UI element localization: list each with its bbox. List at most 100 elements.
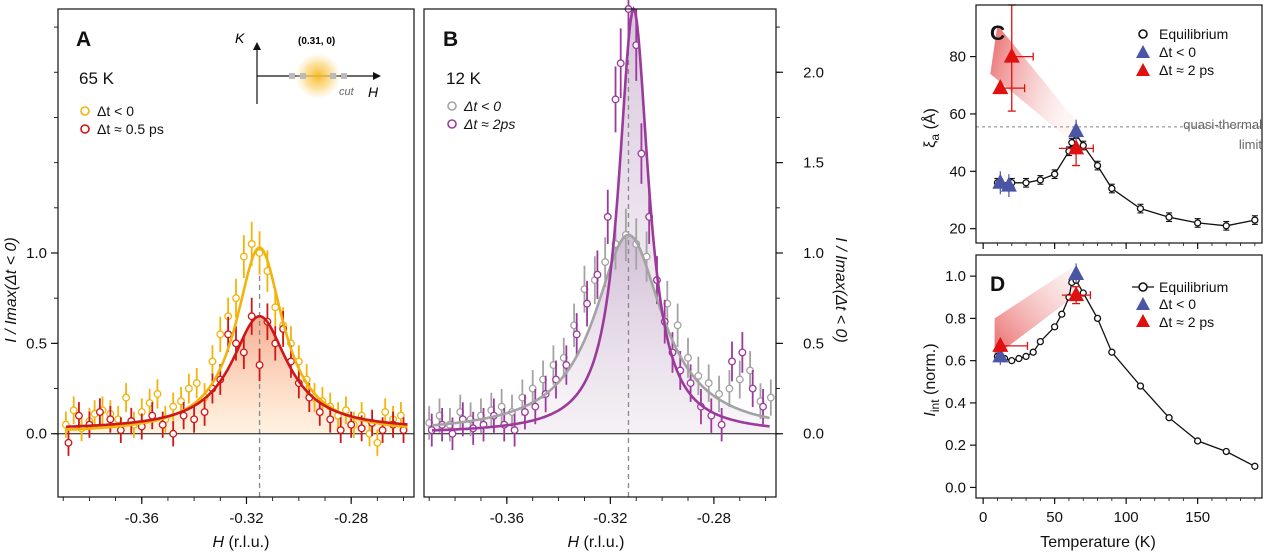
equilibrium-point [1136, 382, 1145, 390]
dt-pos-point [992, 79, 1026, 95]
equilibrium-point [1015, 354, 1023, 363]
panel-c-legend: Equilibrium Δt < 0 Δt ≈ 2 ps [1136, 26, 1228, 78]
panel-c-legend-label-dt-pos: Δt ≈ 2 ps [1159, 62, 1214, 78]
panel-d-y-axis-label: Iint (norm.) [922, 343, 942, 416]
panel-c-label: C [990, 22, 1005, 45]
panel-d-legend-marker-equilibrium [1138, 282, 1148, 292]
panel-a-temperature: 65 K [79, 69, 115, 88]
panel-b-temperature: 12 K [446, 69, 482, 88]
data-point-gray [559, 337, 568, 378]
red-triangle-marker [1068, 286, 1085, 302]
red-triangle-marker [1003, 47, 1020, 63]
panel-b-legend-marker-purple [447, 119, 457, 129]
equilibrium-point [1058, 310, 1066, 318]
data-point-red [169, 421, 178, 447]
equilibrium-point [1194, 437, 1202, 445]
data-point-gray [766, 379, 775, 416]
panel-a-fit-curves [66, 246, 408, 431]
data-point-yellow [69, 396, 78, 425]
panel-d-legend-marker-red-triangle [1136, 314, 1150, 327]
data-point-red [95, 398, 104, 426]
data-point-red [190, 405, 199, 433]
panel-d-legend-label-dt-neg: Δt < 0 [1159, 296, 1196, 312]
data-point-yellow [208, 345, 217, 378]
equilibrium-point [1222, 447, 1230, 456]
inset-cut-marker [289, 73, 295, 79]
panel-d-legend-label-dt-pos: Δt ≈ 2 ps [1159, 314, 1214, 330]
inset-h-label: H [368, 84, 379, 100]
data-point-purple [717, 407, 726, 442]
data-point-gray [694, 356, 703, 396]
equilibrium-point [1051, 169, 1059, 180]
equilibrium-point [1093, 160, 1102, 171]
equilibrium-point [1008, 357, 1016, 365]
panel-d-legend-label-equilibrium: Equilibrium [1159, 279, 1228, 295]
y-tick-label: 0.5 [803, 335, 824, 352]
panel-c: 20 40 60 80 C quasi-thermal limit Equilibri… [920, 4, 1263, 249]
panel-c-ticks: 20 40 60 80 [949, 49, 1256, 249]
data-point-purple [759, 389, 768, 425]
inset-h-arrow-icon [373, 72, 381, 80]
equilibrium-point [1251, 215, 1259, 225]
data-point-purple [603, 189, 612, 244]
equilibrium-point [1036, 175, 1044, 185]
data-point-yellow [216, 316, 225, 352]
panel-a-y-axis-label: I / Imax(Δt < 0) [3, 237, 20, 342]
red-triangle-marker [992, 336, 1009, 352]
dt-pos-point [1061, 286, 1092, 305]
data-point-red [336, 417, 345, 443]
panel-c-legend-marker-equilibrium [1138, 29, 1148, 39]
panel-c-hline-label-bottom: limit [1239, 137, 1262, 152]
panel-a-inset-diagram: K H (0.31, 0) cut [235, 30, 381, 104]
panel-a-legend-marker-red [80, 124, 90, 134]
data-point-yellow [122, 383, 131, 413]
panel-b-legend-marker-gray [447, 101, 457, 111]
data-point-purple [572, 313, 581, 356]
panel-a-legend: Δt < 0 Δt ≈ 0.5 ps [80, 103, 164, 137]
equilibrium-point [1093, 314, 1102, 323]
panel-a-x-axis-label: H (r.l.u.) [213, 534, 270, 551]
y-tick-label: 1.0 [803, 245, 824, 262]
data-point-purple [562, 345, 571, 385]
y-tick-label: 0.8 [945, 310, 966, 327]
dt-neg-point [1000, 174, 1017, 198]
data-point-gray [704, 364, 713, 402]
y-tick-label: 0.4 [945, 395, 966, 412]
data-point-red [106, 405, 115, 433]
panel-d-shaded-arrow [994, 267, 1077, 357]
data-point-gray [715, 375, 724, 413]
data-point-red [255, 348, 264, 382]
data-point-purple [611, 66, 620, 133]
panel-b-ticks: -0.36 -0.32 -0.28 0.0 0.5 1.0 1.5 2.0 [428, 26, 824, 527]
panel-a-fit-fill [65, 316, 409, 434]
x-tick-label: 100 [1114, 509, 1139, 526]
panel-a: -0.36 -0.32 -0.28 0.0 0.5 1.0 A 65 K Δt < 0 Δ… [3, 8, 415, 551]
panel-a-legend-label-yellow: Δt < 0 [97, 103, 134, 119]
y-tick-label: 0.2 [945, 437, 966, 454]
blue-triangle-marker [1068, 265, 1085, 281]
data-point-gray [725, 370, 734, 408]
equilibrium-point [1251, 462, 1259, 470]
blue-triangle-marker [1068, 122, 1085, 138]
equilibrium-point [1022, 352, 1030, 361]
blue-triangle-marker [992, 347, 1009, 363]
equilibrium-point [1108, 183, 1116, 194]
x-tick-label: 0 [979, 509, 987, 526]
equilibrium-point [1165, 414, 1173, 422]
panel-a-legend-marker-yellow [80, 106, 90, 116]
fit-curve-purple [432, 6, 770, 432]
data-point-red [399, 417, 408, 443]
y-tick-label: 0.6 [945, 353, 966, 370]
data-point-gray [425, 406, 434, 440]
data-point-yellow [145, 388, 154, 418]
fit-area-red [65, 316, 409, 434]
blue-triangle-marker [1000, 176, 1017, 192]
panel-c-legend-marker-blue-triangle [1136, 45, 1150, 58]
panel-a-ticks: -0.36 -0.32 -0.28 0.0 0.5 1.0 [26, 26, 404, 527]
y-tick-label: 1.0 [945, 268, 966, 285]
y-tick-label: 0.0 [945, 479, 966, 496]
data-point-red [74, 402, 83, 430]
y-tick-label: 80 [949, 49, 966, 66]
equilibrium-point [1036, 337, 1044, 346]
data-point-yellow [255, 231, 264, 275]
